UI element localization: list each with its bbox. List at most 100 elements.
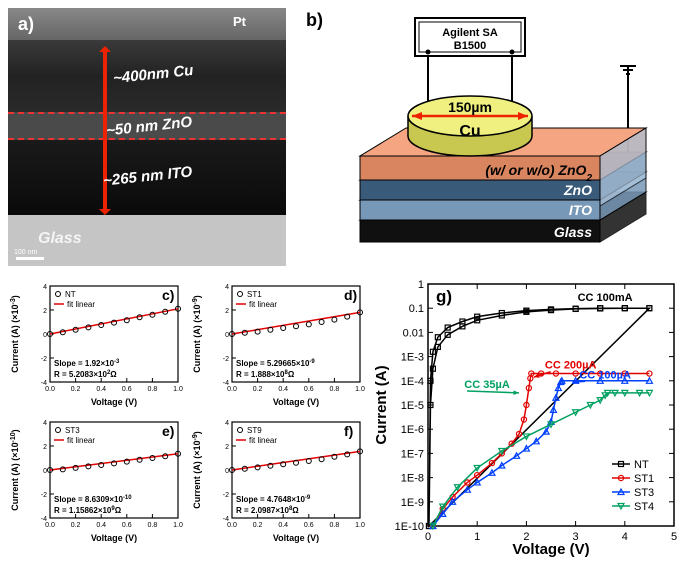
device-svg: Agilent SAB1500GlassITOZnO(w/ or w/o) Zn… — [300, 8, 670, 266]
svg-text:Voltage (V): Voltage (V) — [273, 397, 319, 407]
panel-g-svg: 0123451E-101E-91E-81E-71E-61E-51E-41E-30… — [374, 278, 680, 558]
svg-text:fit linear: fit linear — [67, 300, 95, 309]
svg-text:e): e) — [162, 423, 174, 439]
svg-text:R = 1.888×108Ω: R = 1.888×108Ω — [236, 370, 295, 379]
svg-text:2: 2 — [225, 444, 229, 451]
svg-text:0: 0 — [43, 332, 47, 339]
svg-text:0.2: 0.2 — [71, 522, 81, 529]
svg-text:-2: -2 — [223, 492, 229, 499]
panel-b-device-diagram: b) Agilent SAB1500GlassITOZnO(w/ or w/o)… — [300, 8, 670, 266]
svg-text:ST9: ST9 — [247, 426, 262, 435]
svg-text:Agilent SA: Agilent SA — [442, 27, 498, 39]
svg-text:-4: -4 — [223, 516, 229, 523]
panel-a-tem-image: Pt Glass 100 nm a) ~400nm Cu~50 nm ZnO~2… — [8, 8, 286, 266]
svg-text:2: 2 — [43, 308, 47, 315]
panel-c-chart: 0.00.20.40.60.81.0-4-2024Voltage (V)Curr… — [8, 280, 184, 408]
svg-text:1.0: 1.0 — [355, 386, 365, 393]
svg-text:0.0: 0.0 — [45, 386, 55, 393]
svg-text:Slope = 1.92×10-3: Slope = 1.92×10-3 — [54, 359, 120, 368]
svg-text:CC 35µA: CC 35µA — [464, 379, 510, 391]
svg-text:ST1: ST1 — [247, 290, 262, 299]
svg-text:5: 5 — [671, 531, 677, 543]
glass-label: Glass — [38, 230, 82, 248]
svg-text:0.0: 0.0 — [45, 522, 55, 529]
svg-text:ST1: ST1 — [634, 473, 654, 485]
svg-text:B1500: B1500 — [454, 40, 486, 52]
svg-text:0.2: 0.2 — [253, 522, 263, 529]
svg-text:ST4: ST4 — [634, 501, 654, 513]
svg-text:0: 0 — [225, 332, 229, 339]
svg-text:0.0: 0.0 — [227, 386, 237, 393]
svg-text:Slope = 4.7648×10-9: Slope = 4.7648×10-9 — [236, 495, 311, 504]
svg-text:0: 0 — [43, 468, 47, 475]
svg-text:Current (A) (×10-3): Current (A) (×10-3) — [10, 295, 21, 373]
svg-text:0.0: 0.0 — [227, 522, 237, 529]
svg-text:0.1: 0.1 — [409, 303, 424, 315]
svg-text:1E-5: 1E-5 — [401, 400, 424, 412]
panel-a-label: a) — [18, 14, 34, 35]
svg-text:-4: -4 — [41, 380, 47, 387]
svg-text:Current (A) (×10-9): Current (A) (×10-9) — [192, 295, 203, 373]
scale-bar — [16, 257, 44, 260]
svg-text:4: 4 — [225, 420, 229, 427]
svg-text:1.0: 1.0 — [173, 522, 183, 529]
svg-text:0.6: 0.6 — [122, 522, 132, 529]
svg-text:ITO: ITO — [569, 202, 592, 218]
svg-text:-2: -2 — [223, 356, 229, 363]
svg-text:fit linear: fit linear — [249, 300, 277, 309]
svg-text:1E-4: 1E-4 — [401, 376, 424, 388]
panel-e-chart: 0.00.20.40.60.81.0-4-2024Voltage (V)Curr… — [8, 416, 184, 544]
svg-text:Current (A): Current (A) — [374, 365, 390, 444]
panel-d-chart: 0.00.20.40.60.81.0-4-2024Voltage (V)Curr… — [190, 280, 366, 408]
svg-text:1: 1 — [418, 279, 424, 291]
svg-text:0: 0 — [425, 531, 431, 543]
svg-text:c): c) — [162, 287, 174, 303]
svg-text:-2: -2 — [41, 492, 47, 499]
svg-text:Slope = 5.29665×10-9: Slope = 5.29665×10-9 — [236, 359, 315, 368]
svg-text:Slope = 8.6309×10-10: Slope = 8.6309×10-10 — [54, 495, 132, 504]
svg-text:NT: NT — [634, 459, 649, 471]
svg-text:0.4: 0.4 — [96, 386, 106, 393]
svg-text:0.6: 0.6 — [304, 522, 314, 529]
svg-text:R = 5.2083×102Ω: R = 5.2083×102Ω — [54, 370, 117, 379]
svg-text:NT: NT — [65, 290, 76, 299]
svg-text:0.8: 0.8 — [148, 386, 158, 393]
svg-text:0.2: 0.2 — [71, 386, 81, 393]
svg-text:1E-10: 1E-10 — [395, 521, 424, 533]
svg-text:ST3: ST3 — [634, 487, 654, 499]
svg-text:0.8: 0.8 — [330, 386, 340, 393]
svg-text:f): f) — [344, 423, 353, 439]
svg-text:1E-3: 1E-3 — [401, 352, 424, 364]
svg-text:4: 4 — [43, 420, 47, 427]
svg-text:CC 100mA: CC 100mA — [578, 292, 633, 304]
svg-text:Cu: Cu — [459, 123, 480, 140]
scale-text: 100 nm — [14, 249, 37, 256]
svg-text:-4: -4 — [41, 516, 47, 523]
svg-text:Current (A) (×10-9): Current (A) (×10-9) — [192, 431, 203, 509]
svg-text:0.2: 0.2 — [253, 386, 263, 393]
svg-text:1E-6: 1E-6 — [401, 424, 424, 436]
svg-text:Voltage (V): Voltage (V) — [512, 541, 589, 558]
svg-text:1E-9: 1E-9 — [401, 497, 424, 509]
svg-text:2: 2 — [225, 308, 229, 315]
svg-text:Current (A) (×10-10): Current (A) (×10-10) — [10, 429, 21, 510]
svg-text:0.6: 0.6 — [122, 386, 132, 393]
svg-text:d): d) — [344, 287, 357, 303]
svg-text:fit linear: fit linear — [249, 436, 277, 445]
svg-text:0.4: 0.4 — [278, 386, 288, 393]
svg-text:1: 1 — [474, 531, 480, 543]
svg-text:0.6: 0.6 — [304, 386, 314, 393]
svg-text:0: 0 — [225, 468, 229, 475]
svg-text:Glass: Glass — [554, 224, 592, 240]
pt-label: Pt — [233, 14, 246, 29]
svg-text:R = 1.15862×109Ω: R = 1.15862×109Ω — [54, 506, 122, 515]
svg-text:150µm: 150µm — [448, 99, 492, 115]
svg-text:0.4: 0.4 — [278, 522, 288, 529]
svg-text:-2: -2 — [41, 356, 47, 363]
svg-text:4: 4 — [43, 284, 47, 291]
svg-text:-4: -4 — [223, 380, 229, 387]
svg-text:0.4: 0.4 — [96, 522, 106, 529]
svg-text:ST3: ST3 — [65, 426, 80, 435]
svg-text:g): g) — [436, 287, 452, 306]
svg-text:1.0: 1.0 — [173, 386, 183, 393]
